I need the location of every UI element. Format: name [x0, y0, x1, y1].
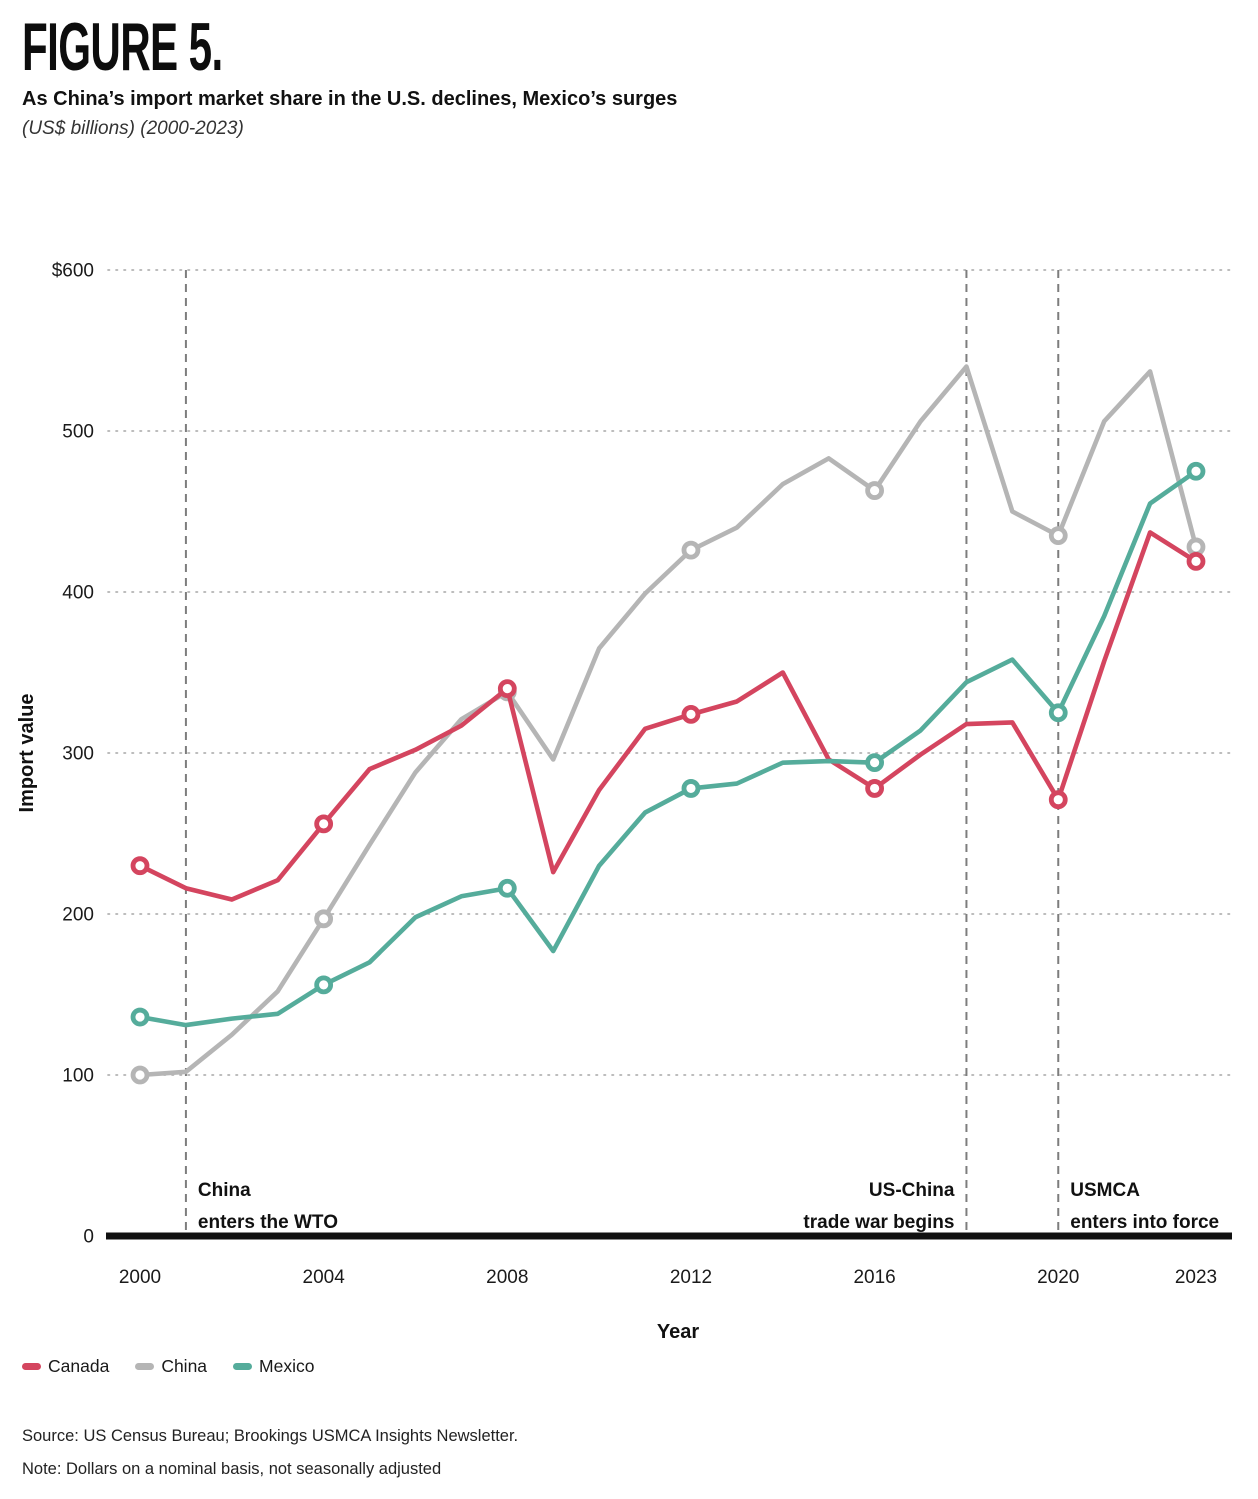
mexico-marker-2012 — [681, 779, 701, 798]
mexico-swatch — [233, 1363, 253, 1370]
china-marker-2020 — [1048, 526, 1068, 546]
x-tick-2000: 2000 — [119, 1267, 161, 1288]
legend-label-china: China — [161, 1356, 208, 1376]
figure-units-subtitle: (US$ billions) (2000-2023) — [22, 118, 244, 139]
y-tick-500: 500 — [62, 422, 94, 443]
y-gridlines — [107, 269, 1233, 1076]
data-note: Note: Dollars on a nominal basis, not se… — [22, 1460, 442, 1478]
y-tick-400: 400 — [62, 583, 94, 604]
canada-marker-2023 — [1186, 552, 1206, 571]
y-axis-title: Import value — [16, 694, 38, 813]
china-marker-2004 — [314, 909, 334, 929]
x-tick-2020: 2020 — [1037, 1267, 1079, 1288]
canada-swatch — [22, 1363, 41, 1370]
canada-marker-2004 — [314, 814, 334, 834]
china-line — [137, 364, 1199, 1078]
x-axis-labels: 2000 2004 2008 2012 2016 2020 2023 — [119, 1267, 1217, 1288]
mexico-marker-2000 — [130, 1007, 150, 1027]
canada-line — [137, 530, 1199, 902]
china-marker-2016 — [865, 481, 885, 500]
china-marker-2012 — [681, 540, 701, 560]
mexico-line — [137, 468, 1199, 1028]
x-tick-2008: 2008 — [486, 1267, 528, 1288]
y-tick-100: 100 — [62, 1066, 94, 1087]
event-label-2018-line1: US-China — [869, 1180, 955, 1201]
figure-title: As China’s import market share in the U.… — [22, 88, 678, 110]
legend-label-canada: Canada — [48, 1356, 110, 1376]
figure-label: FIGURE 5. — [22, 9, 223, 85]
event-label-2001-line1: China — [198, 1180, 251, 1201]
legend-item-canada: Canada — [22, 1356, 109, 1377]
canada-marker-2012 — [681, 704, 701, 724]
x-tick-2012: 2012 — [670, 1267, 712, 1288]
event-label-2020-line1: USMCA — [1070, 1180, 1140, 1201]
canada-marker-2000 — [130, 856, 150, 876]
mexico-marker-2008 — [497, 878, 517, 898]
canada-marker-2016 — [865, 779, 885, 798]
china-marker-2000 — [130, 1065, 150, 1085]
x-tick-2023: 2023 — [1175, 1267, 1217, 1288]
legend: Canada China Mexico — [22, 1356, 314, 1377]
y-axis-labels: 0 100 200 300 400 500 $600 — [52, 261, 94, 1248]
y-tick-0: 0 — [83, 1227, 94, 1248]
x-axis-title: Year — [657, 1321, 699, 1343]
mexico-marker-2023 — [1186, 461, 1206, 481]
mexico-series — [130, 461, 1206, 1028]
china-series — [130, 364, 1206, 1085]
mexico-marker-2020 — [1048, 703, 1068, 723]
source-note: Source: US Census Bureau; Brookings USMC… — [22, 1427, 519, 1445]
event-label-2020-line2: enters into force — [1070, 1212, 1219, 1233]
x-tick-2016: 2016 — [853, 1267, 895, 1288]
canada-marker-2020 — [1048, 790, 1068, 810]
legend-label-mexico: Mexico — [259, 1356, 315, 1376]
canada-series — [130, 530, 1206, 902]
mexico-marker-2016 — [865, 753, 885, 773]
china-marker-2023 — [1186, 537, 1206, 557]
legend-item-china: China — [135, 1356, 207, 1377]
y-tick-300: 300 — [62, 744, 94, 765]
x-tick-2004: 2004 — [303, 1267, 346, 1288]
event-label-2018-line2: trade war begins — [803, 1212, 954, 1233]
import-value-line-chart: 0 100 200 300 400 500 $600 Import value China ent… — [16, 261, 1233, 1343]
legend-item-mexico: Mexico — [233, 1356, 314, 1377]
y-tick-600: $600 — [52, 261, 94, 282]
event-annotations: China enters the WTO US-China trade war beg… — [184, 270, 1219, 1236]
mexico-marker-2004 — [314, 975, 334, 995]
canada-marker-2008 — [497, 679, 517, 699]
china-swatch — [135, 1363, 155, 1370]
y-tick-200: 200 — [62, 905, 94, 926]
event-label-2001-line2: enters the WTO — [198, 1212, 338, 1233]
